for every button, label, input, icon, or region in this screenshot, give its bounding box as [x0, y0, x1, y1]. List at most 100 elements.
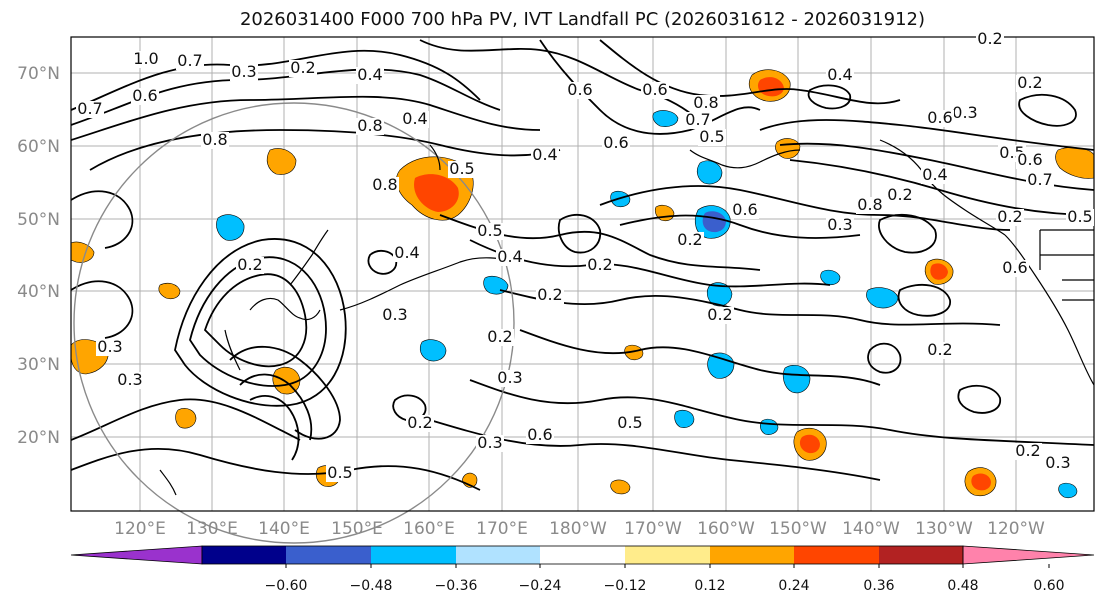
colorbar: −0.60 −0.48 −0.36 −0.24 −0.12 0.12 0.24 0.36 0.4… [70, 545, 1095, 594]
contour-label: 0.2 [237, 255, 262, 274]
contour-label: 0.8 [202, 130, 227, 149]
map-frame [70, 36, 1095, 512]
lon-label: 170°E [476, 519, 528, 539]
lon-label: 140°E [258, 519, 310, 539]
contour-label: 0.5 [699, 127, 724, 146]
contour-label: 0.8 [857, 195, 882, 214]
colorbar-extend-low [70, 545, 203, 565]
lon-label: 150°W [769, 519, 827, 539]
influence-circle [73, 102, 515, 544]
lat-label: 20°N [17, 428, 60, 448]
colorbar-segment [286, 546, 371, 564]
contour-label: 0.4 [497, 247, 522, 266]
contour-label: 0.6 [603, 133, 628, 152]
colorbar-tick-label: 0.36 [863, 578, 894, 594]
contour-label: 0.7 [77, 99, 102, 118]
latitude-labels: 70°N 60°N 50°N 40°N 30°N 20°N [17, 64, 60, 448]
contour-label: 0.6 [132, 86, 157, 105]
contour-label: 0.2 [1017, 73, 1042, 92]
lat-label: 30°N [17, 355, 60, 375]
contour-label: 0.3 [97, 337, 122, 356]
contour-label: 0.5 [617, 413, 642, 432]
lat-label: 60°N [17, 137, 60, 157]
contour-label: 0.6 [1002, 258, 1027, 277]
contour-label: 0.2 [1015, 441, 1040, 460]
contour-label: 0.8 [372, 175, 397, 194]
colorbar-segment [202, 546, 286, 564]
contour-label: 0.2 [977, 29, 1002, 48]
colorbar-segment [456, 546, 540, 564]
lon-label: 170°W [624, 519, 682, 539]
contour-label: 0.2 [887, 185, 912, 204]
contour-label: 0.6 [642, 80, 667, 99]
colorbar-segment [794, 546, 879, 564]
lon-label: 160°E [403, 519, 455, 539]
contour-label: 0.2 [290, 58, 315, 77]
contour-label: 0.3 [1045, 453, 1070, 472]
contour-label: 0.5 [449, 159, 474, 178]
contour-label: 0.3 [477, 433, 502, 452]
colorbar-segment [540, 546, 625, 564]
contour-label: 0.2 [537, 285, 562, 304]
contour-label: 0.7 [685, 110, 710, 129]
colorbar-tick-label: 0.12 [694, 578, 725, 594]
longitude-labels: 120°E 130°E 140°E 150°E 160°E 170°E 180°W 170°W… [114, 519, 1045, 539]
colorbar-tick-label: −0.48 [350, 578, 393, 594]
contour-label: 0.4 [357, 65, 382, 84]
contour-label: 0.3 [827, 215, 852, 234]
contour-label: 0.6 [1017, 150, 1042, 169]
contour-label: 0.3 [117, 370, 142, 389]
colorbar-segment [879, 546, 963, 564]
contour-label: 0.6 [732, 200, 757, 219]
colorbar-tick-label: −0.24 [519, 578, 562, 594]
contour-label: 0.4 [922, 165, 947, 184]
colorbar-segment [625, 546, 710, 564]
contour-label: 0.5 [1067, 207, 1092, 226]
lon-label: 120°E [114, 519, 166, 539]
contour-label: 0.5 [327, 463, 352, 482]
contour-label: 0.6 [567, 80, 592, 99]
contour-label: 0.2 [407, 413, 432, 432]
colorbar-tick-label: 0.60 [1033, 578, 1064, 594]
contour-label: 0.7 [177, 51, 202, 70]
contour-label: 0.4 [394, 243, 419, 262]
contour-label: 0.3 [952, 103, 977, 122]
lat-label: 50°N [17, 210, 60, 230]
contour-label: 0.4 [827, 65, 852, 84]
lon-label: 180°W [549, 519, 607, 539]
contour-label: 0.6 [527, 425, 552, 444]
contour-label: 0.8 [357, 116, 382, 135]
map-title: 2026031400 F000 700 hPa PV, IVT Landfall… [239, 9, 926, 30]
colorbar-tick-label: −0.36 [435, 578, 478, 594]
lon-label: 120°W [987, 519, 1045, 539]
contour-label: 0.2 [997, 207, 1022, 226]
contour-label: 0.2 [587, 255, 612, 274]
contour-label: 0.2 [677, 230, 702, 249]
contour-label: 0.5 [477, 221, 502, 240]
contour-label: 0.2 [707, 305, 732, 324]
contour-label: 0.4 [402, 109, 427, 128]
lon-label: 130°W [915, 519, 973, 539]
colorbar-extend-high [962, 545, 1095, 565]
contour-label: 0.6 [927, 108, 952, 127]
contour-label: 0.2 [927, 340, 952, 359]
colorbar-tick-label: −0.60 [265, 578, 308, 594]
lat-label: 40°N [17, 282, 60, 302]
contour-label: 0.8 [693, 93, 718, 112]
contour-label: 0.7 [1027, 170, 1052, 189]
colorbar-tick-label: 0.48 [947, 578, 978, 594]
contour-label: 0.4 [532, 145, 557, 164]
lon-label: 160°W [697, 519, 755, 539]
colorbar-segment [371, 546, 456, 564]
contour-label: 0.2 [487, 327, 512, 346]
contour-labels: 1.0 0.70.3 0.2 0.40.60.70.8 0.40.80.40.50.6 0… [76, 29, 1094, 482]
lat-label: 70°N [17, 64, 60, 84]
lon-label: 150°E [331, 519, 383, 539]
contour-label: 1.0 [133, 49, 158, 68]
colorbar-tick-label: 0.24 [778, 578, 809, 594]
lon-label: 140°W [842, 519, 900, 539]
contour-label: 0.3 [231, 62, 256, 81]
colorbar-segment [710, 546, 794, 564]
contour-label: 0.3 [382, 305, 407, 324]
